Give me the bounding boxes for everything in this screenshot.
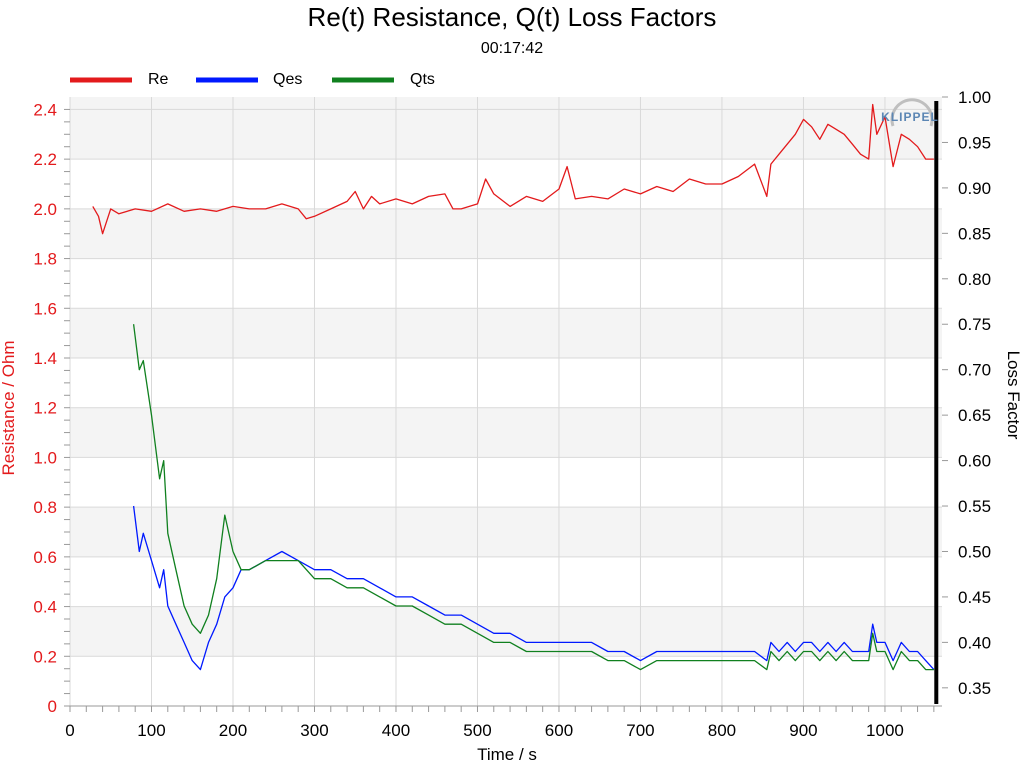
y-right-tick-label: 0.45: [958, 588, 991, 607]
y-left-tick-label: 1.8: [33, 250, 57, 269]
plot-band: [70, 407, 942, 458]
plot-band: [70, 507, 942, 557]
plot-band: [70, 109, 942, 160]
y-right-tick-label: 0.60: [958, 452, 991, 471]
grid-lines: [69, 97, 942, 707]
series-line-qes: [132, 505, 935, 671]
y-right-tick-label: 0.35: [958, 679, 991, 698]
logo-arc-icon: [890, 98, 934, 127]
y-right-axis-title: Loss Factor: [1004, 351, 1023, 440]
x-axis-title: Time / s: [477, 745, 537, 764]
y-left-tick-label: 2.4: [33, 100, 57, 119]
klippel-logo: KLIPPEL: [881, 98, 939, 127]
series-layer: [92, 101, 939, 704]
y-left-tick-label: 0.4: [33, 598, 57, 617]
chart-title: Re(t) Resistance, Q(t) Loss Factors: [308, 2, 717, 32]
x-tick-label: 500: [463, 721, 491, 740]
series-line-qts: [132, 324, 934, 671]
x-tick-label: 0: [65, 721, 74, 740]
legend-label-qts: Qts: [410, 71, 435, 88]
y-right-tick-label: 0.40: [958, 633, 991, 652]
y-right-tick-label: 0.85: [958, 224, 991, 243]
y-right-tick-label: 0.90: [958, 179, 991, 198]
y-left-tick-label: 2.0: [33, 200, 57, 219]
plot-band: [70, 97, 942, 110]
y-left-tick-label: 0: [48, 697, 57, 716]
plot-band: [70, 208, 942, 259]
chart-subtitle: 00:17:42: [481, 40, 543, 57]
plot-band: [70, 606, 942, 657]
y-right-tick-label: 0.50: [958, 542, 991, 561]
y-left-tick-label: 1.0: [33, 448, 57, 467]
y-left-tick-label: 0.2: [33, 647, 57, 666]
x-tick-label: 900: [789, 721, 817, 740]
x-tick-label: 100: [137, 721, 165, 740]
y-right-tick-label: 1.00: [958, 88, 991, 107]
y-left-tick-label: 0.6: [33, 548, 57, 567]
x-tick-label: 200: [219, 721, 247, 740]
legend-label-qes: Qes: [273, 71, 302, 88]
y-left-tick-label: 0.8: [33, 498, 57, 517]
x-tick-label: 1000: [866, 721, 904, 740]
x-tick-label: 400: [382, 721, 410, 740]
y-left-tick-label: 1.6: [33, 299, 57, 318]
y-left-tick-label: 1.2: [33, 399, 57, 418]
y-right-tick-label: 0.65: [958, 406, 991, 425]
axes: 0 100 200 300 400 500 600 700 800 900 100000.20.40…: [33, 88, 991, 740]
y-right-tick-label: 0.80: [958, 270, 991, 289]
y-right-tick-label: 0.55: [958, 497, 991, 516]
y-left-tick-label: 2.2: [33, 150, 57, 169]
plot-band: [70, 308, 942, 358]
y-left-tick-label: 1.4: [33, 349, 57, 368]
x-tick-label: 600: [545, 721, 573, 740]
x-tick-label: 800: [708, 721, 736, 740]
x-tick-label: 300: [300, 721, 328, 740]
y-left-axis-title: Resistance / Ohm: [0, 340, 18, 475]
y-right-tick-label: 0.95: [958, 133, 991, 152]
y-right-tick-label: 0.70: [958, 361, 991, 380]
series-line-re: [92, 103, 934, 235]
plot-background-bands: [70, 97, 942, 657]
logo-text: KLIPPEL: [881, 110, 939, 124]
legend: Re Qes Qts: [70, 71, 435, 88]
x-tick-label: 700: [626, 721, 654, 740]
y-right-tick-label: 0.75: [958, 315, 991, 334]
legend-label-re: Re: [148, 71, 169, 88]
